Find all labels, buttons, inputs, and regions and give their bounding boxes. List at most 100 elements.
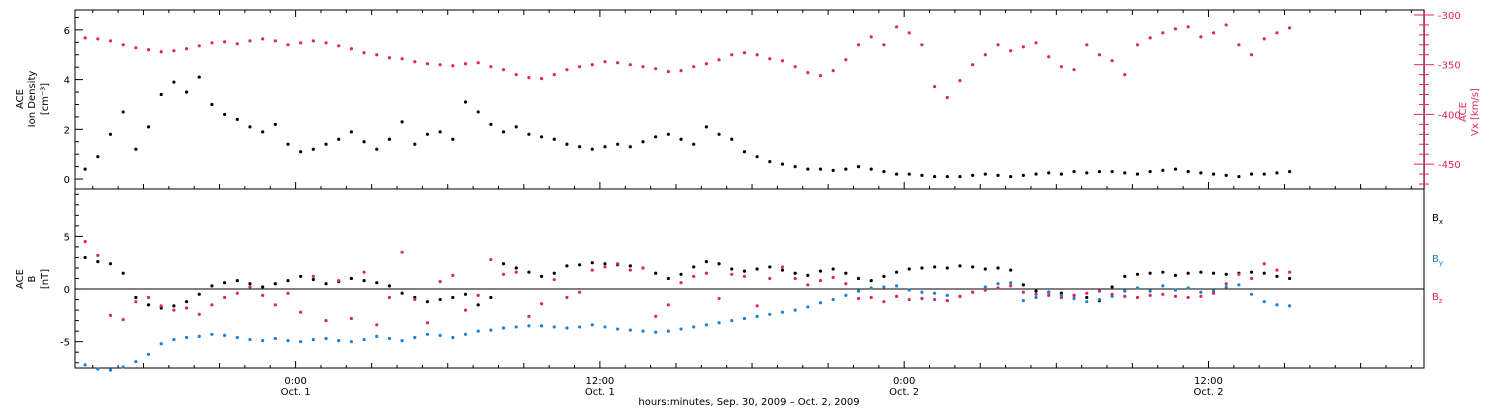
bx-point [730, 267, 734, 271]
by-point [210, 332, 214, 336]
bz-point [920, 296, 924, 301]
ion-density-point [476, 110, 480, 114]
bx-point [565, 264, 569, 268]
bx-point [882, 274, 886, 278]
vx-point [1034, 41, 1038, 45]
bz-point [641, 266, 645, 270]
bz-point [806, 283, 810, 287]
vx-point [856, 43, 861, 47]
ion-density-point [172, 80, 176, 84]
vx-point [717, 58, 721, 62]
vx-point [1173, 27, 1178, 31]
vx-point [299, 41, 303, 45]
bx-point [894, 270, 899, 274]
ion-density-point [375, 147, 379, 151]
by-point [628, 328, 632, 332]
ion-density-point [1199, 171, 1203, 175]
bz-point [666, 303, 670, 307]
bz-point [1275, 268, 1279, 272]
bz-point [501, 272, 506, 276]
ion-density-point [210, 102, 214, 107]
by-point [679, 327, 683, 331]
ion-density-tick-label: 2 [64, 125, 70, 136]
ion-density-point [1123, 171, 1127, 175]
bz-point [311, 274, 315, 278]
b-tick-label: 0 [64, 285, 70, 296]
ion-density-point [971, 173, 975, 177]
bz-point [552, 277, 556, 282]
bz-point [349, 316, 353, 321]
by-point [933, 291, 937, 295]
by-point [780, 310, 785, 314]
bz-point [121, 317, 125, 322]
by-point [197, 334, 201, 339]
bx-point [362, 279, 366, 283]
top-ylabel-line2: Ion Density [27, 71, 38, 128]
vx-point [96, 37, 100, 41]
vx-point [603, 60, 607, 64]
bx-point [1034, 289, 1038, 293]
bx-point [1224, 272, 1228, 276]
by-point [413, 335, 417, 340]
by-point [146, 352, 151, 356]
by-point [894, 284, 899, 288]
bz-point [108, 313, 113, 317]
bz-point [704, 271, 708, 275]
bz-point [476, 293, 480, 297]
ion-density-point [539, 135, 544, 139]
bz-point [818, 279, 823, 283]
by-point [159, 342, 163, 346]
ion-density-point [337, 137, 341, 141]
by-point [184, 335, 189, 340]
bx-point [1021, 283, 1025, 287]
bz-point [590, 268, 594, 272]
vx-point [1110, 59, 1114, 63]
ion-density-point [907, 172, 911, 176]
vx-point [983, 53, 987, 57]
bx-point [1249, 270, 1254, 274]
bz-point [438, 280, 442, 284]
ion-density-point [413, 142, 417, 146]
bx-point [1275, 274, 1279, 278]
ion-density-point [894, 172, 899, 176]
ion-density-point [425, 132, 430, 136]
bx-point [679, 272, 683, 276]
vx-point [159, 50, 163, 54]
vx-point [730, 53, 734, 57]
top-ylabel-line1: ACE [15, 89, 26, 109]
legend-bx: Bx [1432, 213, 1443, 226]
ion-density-point [1288, 169, 1292, 174]
vx-tick-label: -450 [1438, 160, 1461, 171]
x-tick-label-time: 12:00 [1194, 376, 1223, 387]
by-point [451, 335, 455, 340]
ion-density-point [1275, 171, 1279, 175]
bx-point [108, 262, 113, 266]
vx-point [831, 69, 835, 73]
bz-point [1249, 276, 1254, 281]
vx-point [375, 53, 379, 57]
ion-density-point [565, 142, 569, 146]
bz-point [1173, 294, 1178, 298]
bx-point [134, 295, 138, 300]
vx-point [679, 69, 683, 73]
vx-point [451, 64, 455, 68]
ion-density-point [1249, 172, 1254, 176]
bx-point [197, 292, 201, 296]
ion-density-point [527, 132, 531, 136]
bz-point [375, 323, 379, 327]
ion-density-point [299, 150, 303, 154]
bz-point [197, 312, 201, 316]
bx-point [983, 267, 987, 271]
ion-density-point [1148, 169, 1152, 174]
bx-point [768, 265, 772, 269]
by-point [717, 321, 721, 325]
vx-point [666, 70, 670, 74]
ion-density-point [349, 130, 353, 134]
bx-point [273, 282, 277, 286]
vx-point [463, 62, 468, 66]
ion-density-point [856, 165, 861, 169]
by-point [235, 335, 239, 340]
bz-point [1262, 262, 1266, 266]
by-point [324, 336, 328, 341]
ion-density-point [996, 173, 1000, 177]
